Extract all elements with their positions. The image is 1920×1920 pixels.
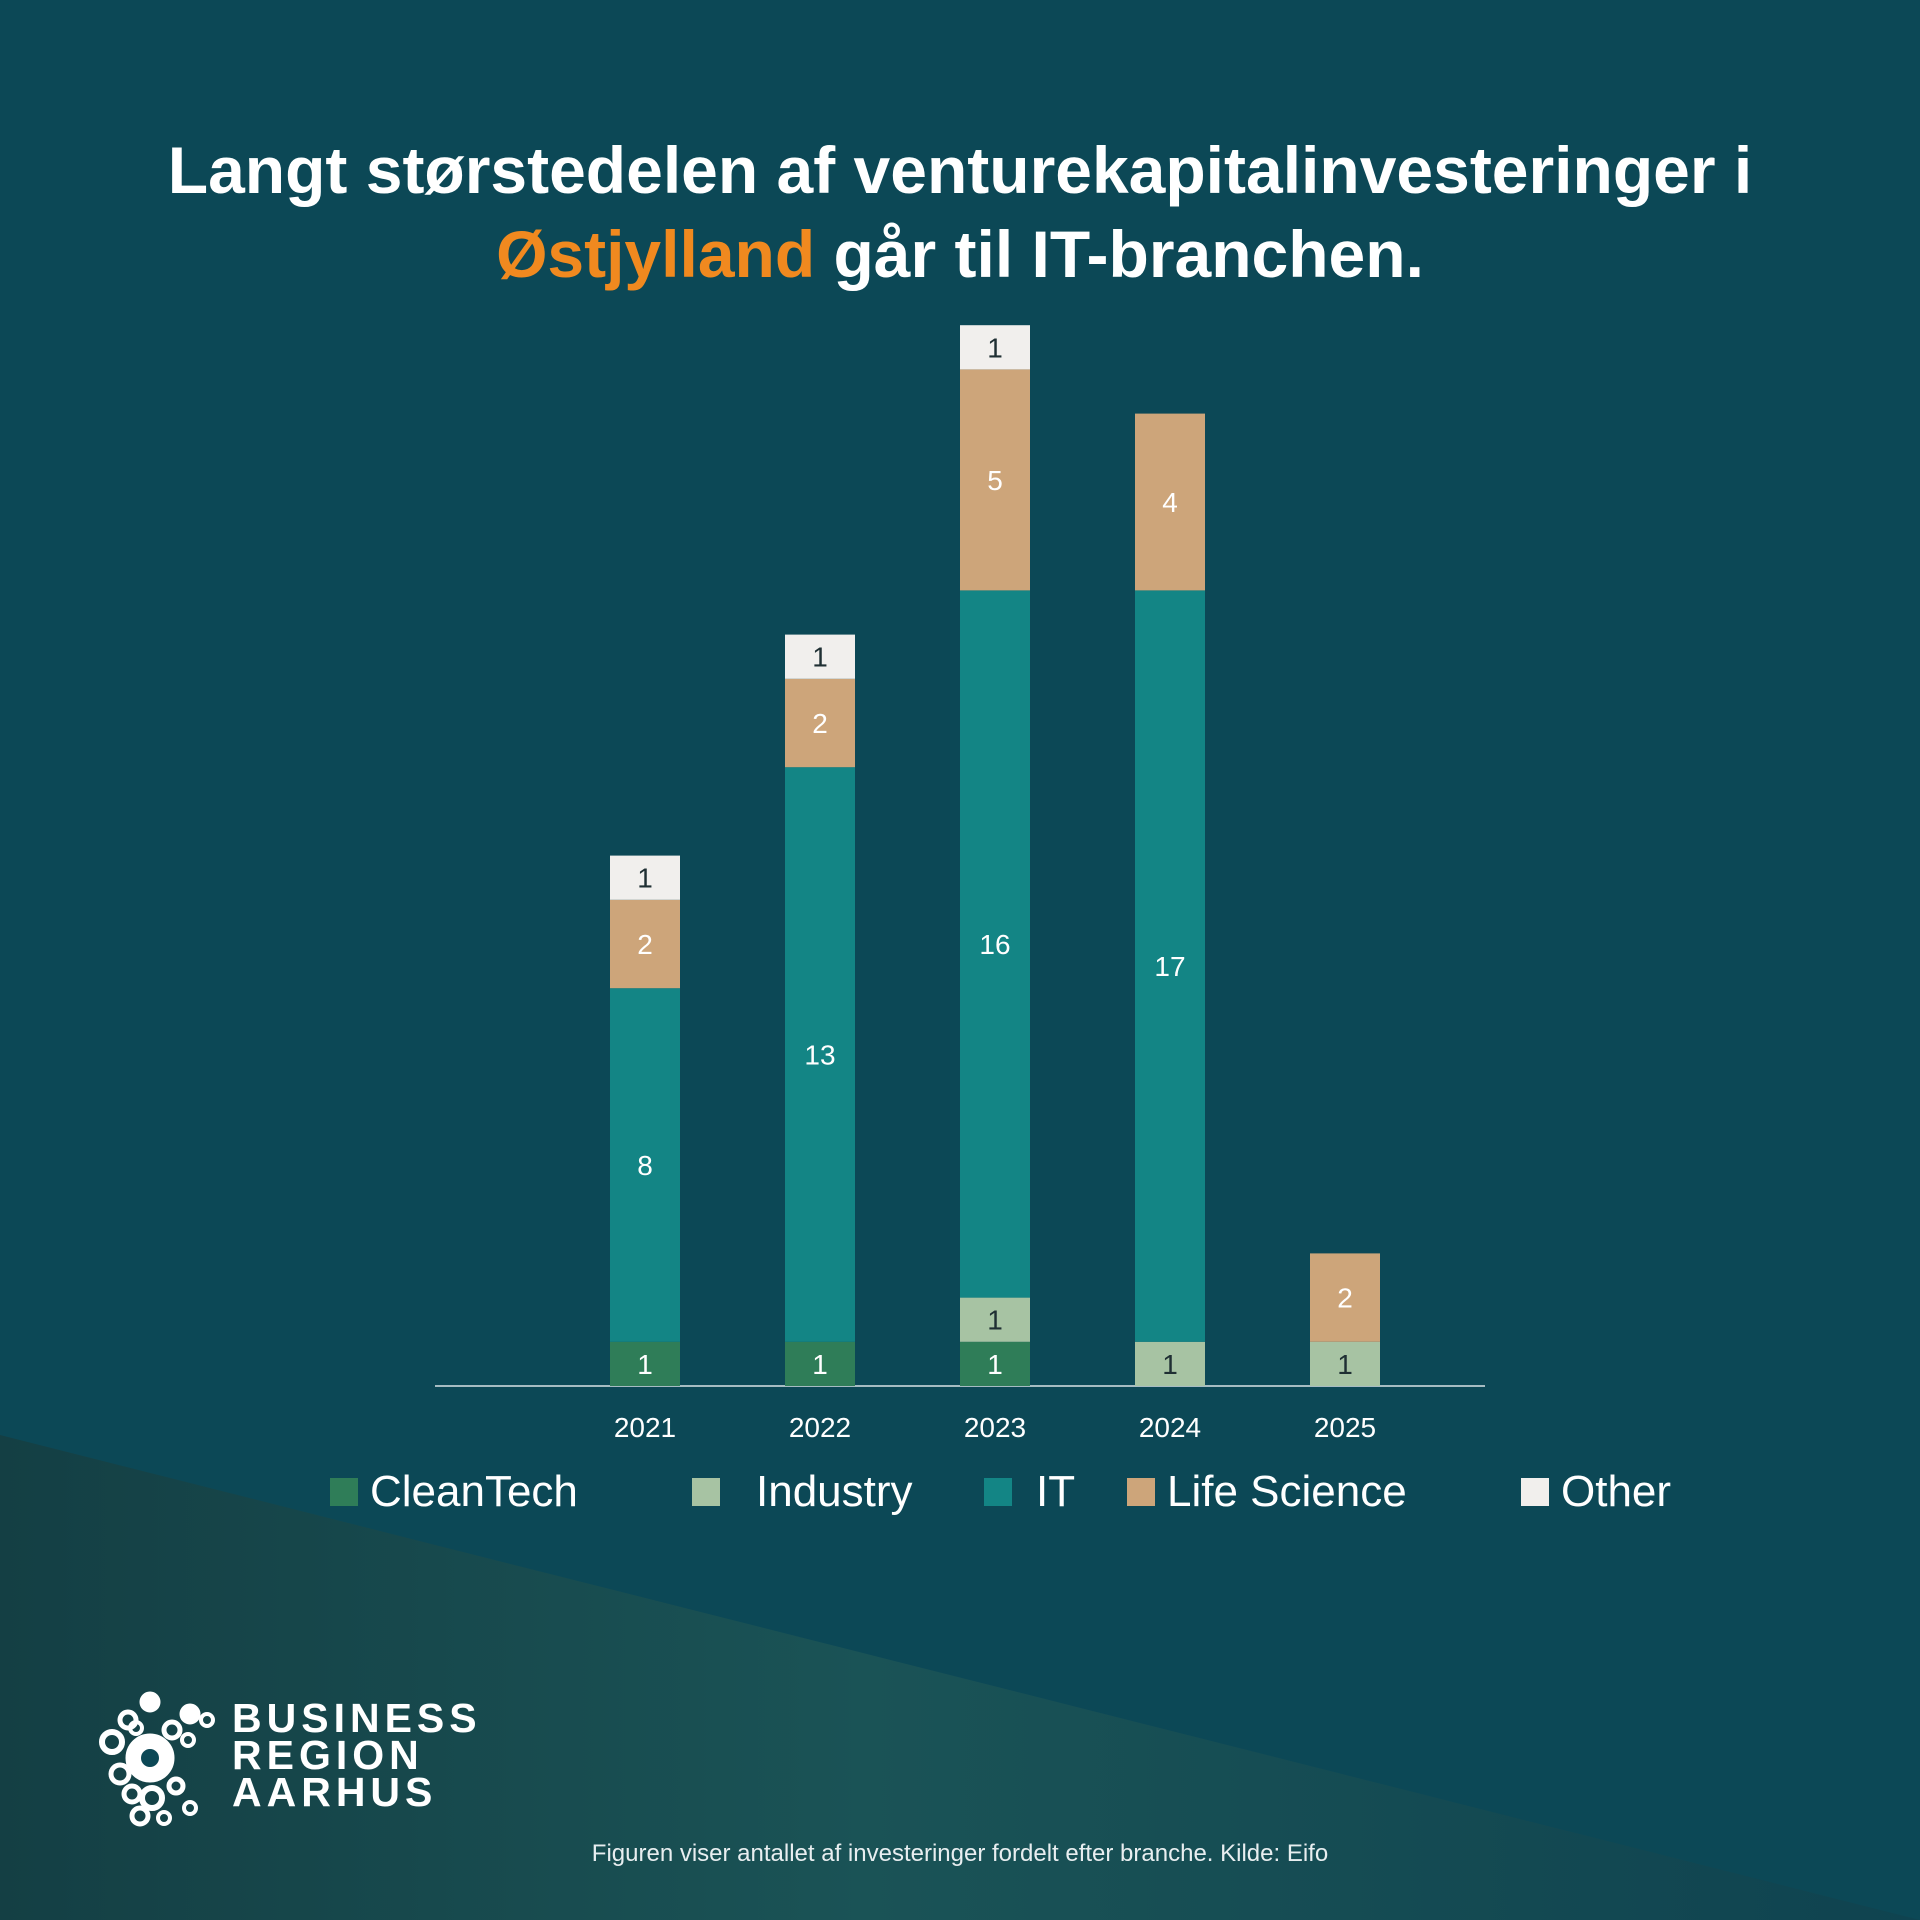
legend-swatch-it <box>984 1478 1012 1506</box>
bar-segment-it-2024 <box>1135 590 1205 1342</box>
data-label-industry-2023: 1 <box>987 1305 1003 1336</box>
legend-swatch-other <box>1521 1478 1549 1506</box>
bar-segment-other-2023 <box>960 325 1030 370</box>
legend-label-other: Other <box>1561 1467 1672 1516</box>
data-label-other-2022: 1 <box>812 642 828 673</box>
logo-line-2: REGION <box>232 1732 424 1778</box>
chart-legend: CleanTech Industry IT Life Science Other <box>0 1462 1920 1522</box>
data-label-life-science-2025: 2 <box>1337 1283 1353 1314</box>
legend-swatch-industry <box>692 1478 720 1506</box>
title-line-1: Langt størstedelen af venturekapitalinve… <box>167 133 1753 207</box>
logo-wordmark: BUSINESS REGION AARHUS <box>232 1695 482 1815</box>
bar-segment-life-science-2022 <box>785 678 855 768</box>
x-tick-label-2025: 2025 <box>1314 1412 1376 1443</box>
x-tick-label-2022: 2022 <box>789 1412 851 1443</box>
bar-segment-it-2023 <box>960 590 1030 1298</box>
bar-segment-life-science-2025 <box>1310 1253 1380 1342</box>
data-label-cleantech-2023: 1 <box>987 1349 1003 1380</box>
x-tick-label-2024: 2024 <box>1139 1412 1201 1443</box>
legend-item-it: IT <box>984 1462 1075 1522</box>
data-label-industry-2025: 1 <box>1337 1349 1353 1380</box>
bar-segment-other-2022 <box>785 634 855 679</box>
chart-title: Langt størstedelen af venturekapitalinve… <box>0 128 1920 296</box>
data-label-life-science-2021: 2 <box>637 929 653 960</box>
bar-segment-life-science-2023 <box>960 369 1030 591</box>
x-tick-label-2021: 2021 <box>614 1412 676 1443</box>
bar-segment-other-2021 <box>610 855 680 900</box>
legend-swatch-life-science <box>1127 1478 1155 1506</box>
diagonal-band <box>0 1435 1920 1920</box>
data-label-life-science-2022: 2 <box>812 708 828 739</box>
data-label-other-2021: 1 <box>637 863 653 894</box>
data-label-it-2024: 17 <box>1154 951 1185 982</box>
data-label-it-2021: 8 <box>637 1150 653 1181</box>
bar-segment-life-science-2024 <box>1135 413 1205 591</box>
title-line-2-rest: går til IT-branchen. <box>815 217 1424 291</box>
circles-cluster-icon <box>99 1691 215 1827</box>
bar-segment-it-2021 <box>610 988 680 1342</box>
bar-segment-industry-2024 <box>1135 1341 1205 1386</box>
legend-label-industry: Industry <box>756 1467 913 1516</box>
title-line-2: Østjylland går til IT-branchen. <box>0 212 1920 296</box>
x-tick-label-2023: 2023 <box>964 1412 1026 1443</box>
data-label-industry-2024: 1 <box>1162 1349 1178 1380</box>
logo-line-1: BUSINESS <box>232 1695 482 1741</box>
bar-segment-cleantech-2022 <box>785 1341 855 1386</box>
legend-label-cleantech: CleanTech <box>370 1467 578 1516</box>
logo-line-3: AARHUS <box>232 1769 438 1815</box>
bar-segment-life-science-2021 <box>610 899 680 989</box>
legend-label-it: IT <box>1036 1467 1076 1516</box>
legend-label-life-science: Life Science <box>1167 1467 1407 1516</box>
legend-item-cleantech: CleanTech <box>330 1462 578 1522</box>
data-label-it-2023: 16 <box>979 929 1010 960</box>
legend-item-industry: Industry <box>692 1462 913 1522</box>
legend-swatch-cleantech <box>330 1478 358 1506</box>
title-highlight: Østjylland <box>496 217 816 291</box>
data-label-life-science-2023: 5 <box>987 465 1003 496</box>
bar-segment-industry-2023 <box>960 1297 1030 1342</box>
data-label-it-2022: 13 <box>804 1040 835 1071</box>
data-label-life-science-2024: 4 <box>1162 487 1178 518</box>
data-label-cleantech-2022: 1 <box>812 1349 828 1380</box>
bar-segment-industry-2025 <box>1310 1341 1380 1386</box>
data-label-cleantech-2021: 1 <box>637 1349 653 1380</box>
legend-item-life-science: Life Science <box>1127 1462 1407 1522</box>
footnote: Figuren viser antallet af investeringer … <box>591 1840 1329 1867</box>
legend-item-other: Other <box>1521 1462 1671 1522</box>
bar-segment-cleantech-2021 <box>610 1341 680 1386</box>
bar-segment-it-2022 <box>785 767 855 1342</box>
bar-segment-cleantech-2023 <box>960 1341 1030 1386</box>
data-label-other-2023: 1 <box>987 332 1003 363</box>
